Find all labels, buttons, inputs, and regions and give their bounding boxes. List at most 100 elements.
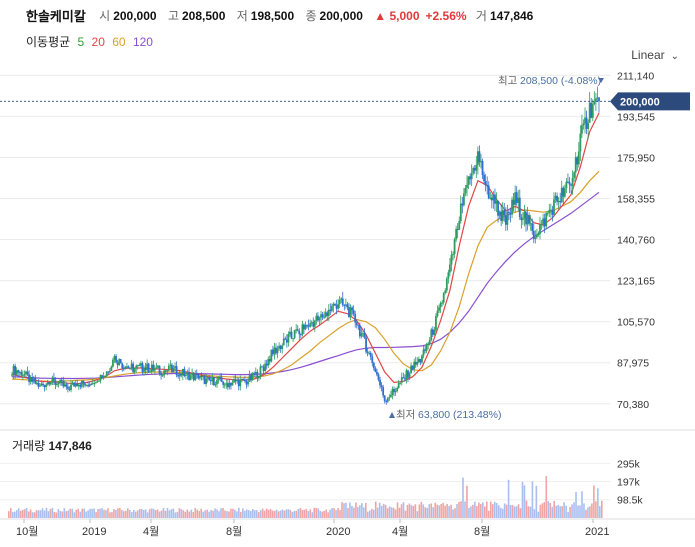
candle-body — [31, 377, 34, 382]
volume-bar — [45, 507, 48, 518]
candle-body — [199, 375, 201, 379]
volume-bar — [495, 503, 498, 518]
candle-body — [296, 329, 299, 331]
open-label: 시 — [99, 9, 111, 23]
candle-body — [399, 382, 402, 384]
volume-bar — [172, 508, 175, 518]
candle-body — [253, 373, 256, 375]
candle-body — [517, 197, 520, 203]
ma20-path — [11, 112, 600, 385]
candle-body — [549, 209, 552, 211]
candle-body — [206, 377, 209, 379]
candle-body — [115, 355, 117, 363]
ma60-line — [11, 170, 600, 382]
candle-body — [459, 203, 462, 222]
volume-bar — [565, 505, 567, 518]
candle-body — [332, 304, 335, 307]
candle-body — [593, 101, 596, 105]
volume-bar — [123, 511, 125, 518]
candle-body — [338, 299, 341, 305]
candle-body — [116, 362, 119, 366]
candle-body — [217, 377, 220, 380]
scale-dropdown[interactable]: Linear ⌄ — [631, 48, 679, 62]
candle-body — [318, 317, 321, 321]
candle-body — [244, 379, 246, 382]
volume-bar — [57, 509, 60, 518]
volume-bar — [206, 509, 208, 518]
volume-bar — [587, 507, 589, 518]
volume-bar — [476, 506, 478, 518]
candle-body — [57, 382, 60, 385]
candle-body — [351, 307, 353, 311]
candle-body — [324, 312, 327, 317]
candle-body — [565, 181, 568, 189]
candle-body — [88, 384, 91, 387]
candle-body — [385, 401, 388, 403]
candle-body — [408, 373, 411, 378]
candle-body — [594, 98, 597, 102]
candle-body — [396, 387, 399, 392]
candle-body — [157, 365, 159, 368]
volume-bar — [593, 485, 595, 518]
volume-bar — [128, 509, 131, 518]
candle-body — [511, 199, 513, 215]
candle-body — [240, 378, 243, 380]
candle-body — [489, 197, 492, 199]
candle-body — [48, 382, 51, 385]
candle-body — [192, 373, 195, 381]
candle-body — [379, 379, 381, 386]
volume-bar — [103, 509, 105, 518]
candle-body — [559, 200, 562, 203]
candle-body — [265, 363, 268, 366]
volume-bar — [329, 509, 331, 518]
candle-body — [413, 361, 416, 370]
volume-bar — [178, 508, 181, 518]
candle-body — [400, 377, 403, 383]
candle-body — [355, 322, 358, 326]
volume-bar — [27, 511, 30, 518]
volume-bar — [313, 507, 316, 518]
candle-body — [67, 386, 69, 389]
volume-bar — [79, 511, 81, 518]
candle-body — [188, 371, 190, 381]
candle-body — [28, 374, 30, 382]
volume-bar — [164, 510, 167, 518]
candle-body — [169, 364, 172, 366]
price-summary: 한솔케미칼 시 200,000 고 208,500 저 198,500 종 200,00… — [26, 6, 541, 25]
candle-body — [464, 187, 467, 194]
volume-tick-label: 295k — [617, 458, 641, 470]
candle-body — [60, 380, 63, 382]
volume-bar — [113, 509, 115, 518]
volume-bar — [436, 504, 438, 518]
candle-body — [545, 213, 548, 227]
candle-body — [119, 359, 122, 364]
candle-body — [209, 380, 212, 382]
candle-body — [175, 366, 178, 376]
volume-bar — [228, 511, 230, 518]
candle-body — [32, 378, 35, 382]
candle-body — [455, 228, 458, 240]
volume-bar — [13, 511, 16, 518]
low-annotation-value: 63,800 (213.48%) — [418, 409, 501, 421]
candle-body — [230, 382, 232, 386]
candle-body — [317, 315, 319, 321]
candle-body — [186, 371, 189, 375]
volume-bar — [515, 506, 518, 518]
candle-body — [194, 374, 197, 381]
candle-body — [388, 397, 391, 399]
candle-body — [126, 366, 128, 368]
candle-body — [539, 223, 541, 234]
candle-body — [299, 334, 302, 336]
volume-bar — [323, 510, 325, 518]
candle-body — [163, 370, 166, 376]
volume-bar — [291, 511, 294, 518]
volume-bar — [293, 510, 296, 518]
candle-body — [282, 338, 285, 346]
volume-bar — [214, 508, 216, 518]
candle-body — [574, 157, 577, 173]
volume-bar — [63, 508, 66, 518]
volume-bar — [523, 485, 526, 518]
candle-body — [74, 383, 77, 387]
candle-body — [475, 164, 478, 171]
